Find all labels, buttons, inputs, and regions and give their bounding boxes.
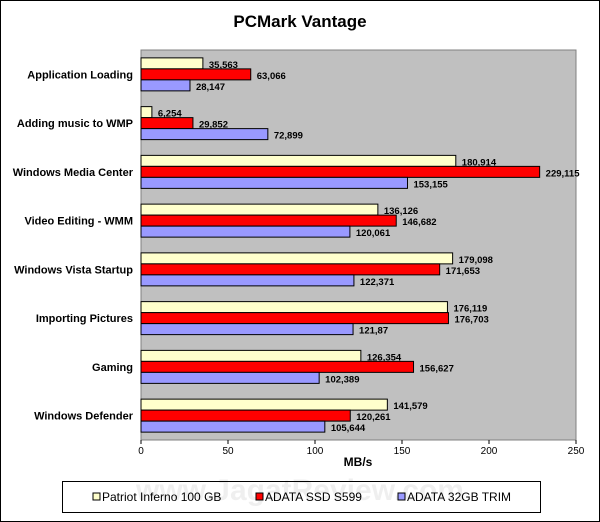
legend-entry: ADATA SSD S599 [265, 490, 362, 504]
bar [140, 371, 320, 384]
data-label: 102,389 [325, 374, 359, 385]
category-label: Windows Defender [34, 411, 134, 423]
bar [140, 409, 351, 422]
data-label: 105,644 [331, 423, 366, 434]
data-label: 179,098 [459, 255, 493, 266]
category-label: Application Loading [27, 69, 133, 81]
data-label: 120,061 [356, 228, 391, 239]
legend-swatch [397, 492, 406, 501]
bar [140, 263, 441, 276]
bar [140, 420, 326, 433]
bar [140, 203, 379, 216]
category-label: Windows Vista Startup [14, 264, 133, 276]
category-label: Importing Pictures [36, 313, 133, 325]
bar [140, 117, 194, 130]
data-label: 28,147 [196, 82, 225, 93]
bar [140, 154, 457, 167]
legend-swatch [255, 492, 264, 501]
bar [140, 106, 153, 119]
bar [140, 79, 191, 92]
legend-entry: ADATA 32GB TRIM [407, 490, 511, 504]
data-label: 121,87 [359, 326, 388, 337]
category-label: Video Editing - WMM [24, 216, 133, 228]
bar [140, 165, 541, 178]
x-tick-label: 150 [394, 446, 411, 457]
x-tick-label: 50 [222, 446, 234, 457]
bar [140, 57, 204, 70]
data-label: 156,627 [420, 363, 454, 374]
bar [140, 323, 354, 336]
bar [140, 274, 355, 287]
data-label: 153,155 [413, 179, 448, 190]
data-label: 176,119 [453, 304, 487, 315]
bar [140, 176, 408, 189]
category-label: Gaming [92, 362, 133, 374]
legend-entry: Patriot Inferno 100 GB [102, 490, 221, 504]
category-label: Adding music to WMP [17, 118, 133, 130]
data-label: 6,254 [158, 109, 182, 120]
category-label: Windows Media Center [13, 167, 134, 179]
data-label: 126,354 [367, 352, 402, 363]
data-label: 29,852 [199, 120, 228, 131]
bar [140, 312, 449, 325]
x-tick-label: 0 [138, 446, 144, 457]
data-label: 146,682 [402, 217, 436, 228]
bar [140, 349, 362, 362]
x-tick-label: 200 [481, 446, 498, 457]
x-axis-label: MB/s [344, 455, 373, 469]
data-label: 171,653 [446, 266, 480, 277]
data-label: 136,126 [384, 206, 418, 217]
bar [140, 214, 397, 227]
bar [140, 128, 269, 141]
legend-box [62, 481, 541, 513]
data-label: 63,066 [257, 71, 286, 82]
legend-swatch [92, 492, 101, 501]
data-label: 176,703 [454, 315, 488, 326]
watermark: www.JagatReview.com [135, 474, 464, 507]
bar [140, 301, 448, 314]
data-label: 72,899 [274, 131, 303, 142]
bar [140, 68, 252, 81]
x-tick-label: 100 [307, 446, 324, 457]
chart-title: PCMark Vantage [233, 12, 366, 31]
x-tick-label: 250 [568, 446, 585, 457]
bar [140, 252, 454, 265]
bar [140, 225, 351, 238]
data-label: 229,115 [546, 168, 581, 179]
bar [140, 398, 388, 411]
data-label: 122,371 [360, 277, 395, 288]
data-label: 141,579 [393, 401, 427, 412]
data-label: 120,261 [356, 412, 391, 423]
data-label: 180,914 [462, 157, 497, 168]
bar [140, 360, 415, 373]
data-label: 35,563 [209, 60, 238, 71]
